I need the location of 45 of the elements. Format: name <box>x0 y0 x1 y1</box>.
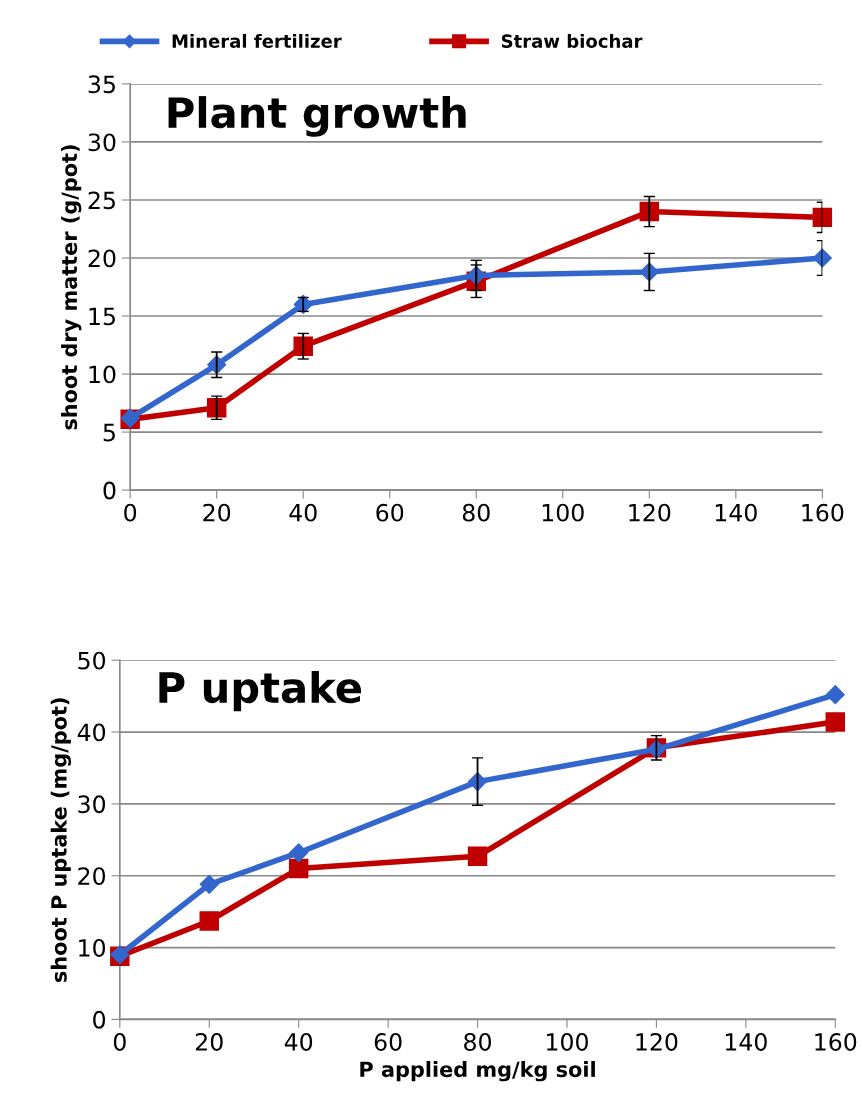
x-tick-label: 60 <box>376 503 404 522</box>
y-tick-label: 50 <box>78 651 106 670</box>
y-tick-label: 0 <box>103 481 116 500</box>
x-tick-label: 120 <box>629 503 671 522</box>
x-tick-label: 80 <box>464 1033 491 1051</box>
x-tick-label: 100 <box>547 1033 588 1051</box>
y-tick-label: 10 <box>89 365 116 384</box>
y-tick-label: 20 <box>78 867 106 886</box>
y-tick-label: 0 <box>93 1010 106 1029</box>
point <box>288 858 309 879</box>
x-tick-label: 120 <box>636 1033 678 1051</box>
x-tick-label: 80 <box>462 503 490 522</box>
x-tick-label: 140 <box>725 1033 767 1051</box>
y-axis-title: shoot P uptake (mg/pot) <box>50 698 72 982</box>
legend-label: Mineral fertilizer <box>172 33 342 48</box>
y-tick-label: 35 <box>88 75 115 94</box>
point <box>467 846 488 867</box>
point <box>825 685 845 705</box>
x-tick-label: 160 <box>815 1033 857 1051</box>
x-tick-label: 0 <box>124 503 137 522</box>
x-tick-label: 20 <box>203 503 231 522</box>
y-tick-label: 5 <box>103 423 115 442</box>
y-tick-label: 10 <box>79 939 106 957</box>
point <box>199 874 219 894</box>
y-axis-title: shoot dry matter (g/pot) <box>61 145 82 430</box>
point <box>825 712 846 732</box>
x-axis-title: P applied mg/kg soil <box>360 1061 595 1082</box>
x-tick-label: 60 <box>374 1033 402 1051</box>
y-tick-label: 40 <box>77 723 106 742</box>
x-tick-label: 40 <box>289 503 317 522</box>
y-tick-label: 20 <box>88 249 116 268</box>
x-tick-label: 40 <box>284 1033 313 1051</box>
point <box>289 843 309 863</box>
chart-title: P uptake <box>159 670 362 712</box>
y-tick-label: 30 <box>88 133 116 152</box>
chart-title: Plant growth <box>168 96 466 137</box>
x-tick-label: 140 <box>715 503 757 522</box>
y-tick-label: 30 <box>78 795 106 814</box>
y-tick-label: 15 <box>89 307 115 326</box>
x-tick-label: 20 <box>195 1033 223 1051</box>
point <box>199 911 219 931</box>
y-tick-label: 25 <box>88 191 115 210</box>
x-tick-label: 160 <box>802 503 844 522</box>
x-tick-label: 100 <box>542 503 584 522</box>
legend-label: Straw biochar <box>501 33 643 48</box>
